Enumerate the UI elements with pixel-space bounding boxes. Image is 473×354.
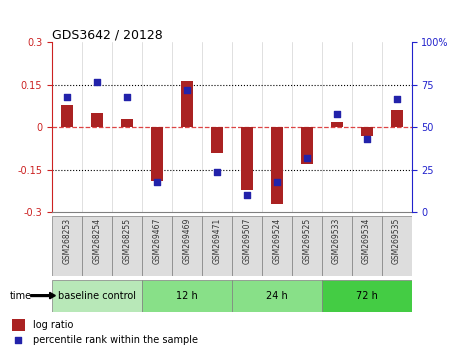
Point	[273, 179, 280, 185]
Text: GDS3642 / 20128: GDS3642 / 20128	[52, 28, 163, 41]
Text: percentile rank within the sample: percentile rank within the sample	[33, 335, 198, 345]
Point	[183, 87, 191, 93]
Text: GSM269534: GSM269534	[362, 218, 371, 264]
Bar	[271, 127, 283, 204]
Point	[303, 155, 310, 161]
Bar	[322, 216, 351, 276]
Bar	[322, 280, 412, 312]
Text: GSM268253: GSM268253	[62, 218, 71, 264]
Bar	[151, 127, 163, 181]
Point	[393, 96, 400, 101]
Bar	[391, 110, 403, 127]
Bar	[211, 127, 223, 153]
Bar	[12, 319, 25, 331]
Point	[14, 337, 22, 343]
Bar	[351, 216, 382, 276]
Text: 24 h: 24 h	[266, 291, 288, 301]
Bar	[331, 122, 342, 127]
Text: 72 h: 72 h	[356, 291, 377, 301]
Bar	[112, 216, 142, 276]
Bar	[262, 216, 292, 276]
Point	[363, 137, 370, 142]
Bar	[301, 127, 313, 164]
Text: GSM269467: GSM269467	[152, 218, 161, 264]
Point	[333, 111, 341, 117]
Text: baseline control: baseline control	[58, 291, 136, 301]
Text: GSM269469: GSM269469	[182, 218, 192, 264]
Bar	[142, 280, 232, 312]
Bar	[241, 127, 253, 190]
Point	[93, 79, 101, 84]
Text: GSM269533: GSM269533	[332, 218, 341, 264]
Bar	[181, 81, 193, 127]
Text: GSM269471: GSM269471	[212, 218, 221, 264]
Bar	[91, 113, 103, 127]
Bar	[52, 280, 142, 312]
Text: time: time	[9, 291, 32, 301]
Text: GSM268255: GSM268255	[123, 218, 131, 264]
Bar	[82, 216, 112, 276]
Text: GSM269524: GSM269524	[272, 218, 281, 264]
Bar	[61, 105, 73, 127]
Text: GSM269525: GSM269525	[302, 218, 311, 264]
Text: GSM269535: GSM269535	[392, 218, 401, 264]
Bar	[382, 216, 412, 276]
Point	[63, 94, 71, 100]
Point	[243, 193, 251, 198]
Bar	[121, 119, 133, 127]
Bar	[232, 216, 262, 276]
Point	[153, 179, 161, 185]
Bar	[360, 127, 373, 136]
Bar	[202, 216, 232, 276]
Bar	[52, 216, 82, 276]
Text: log ratio: log ratio	[33, 320, 73, 330]
Bar	[232, 280, 322, 312]
Bar	[172, 216, 202, 276]
Text: GSM269507: GSM269507	[242, 218, 251, 264]
Bar	[142, 216, 172, 276]
Text: GSM268254: GSM268254	[92, 218, 102, 264]
Bar	[292, 216, 322, 276]
Point	[123, 94, 131, 100]
Point	[213, 169, 220, 175]
Text: 12 h: 12 h	[176, 291, 198, 301]
